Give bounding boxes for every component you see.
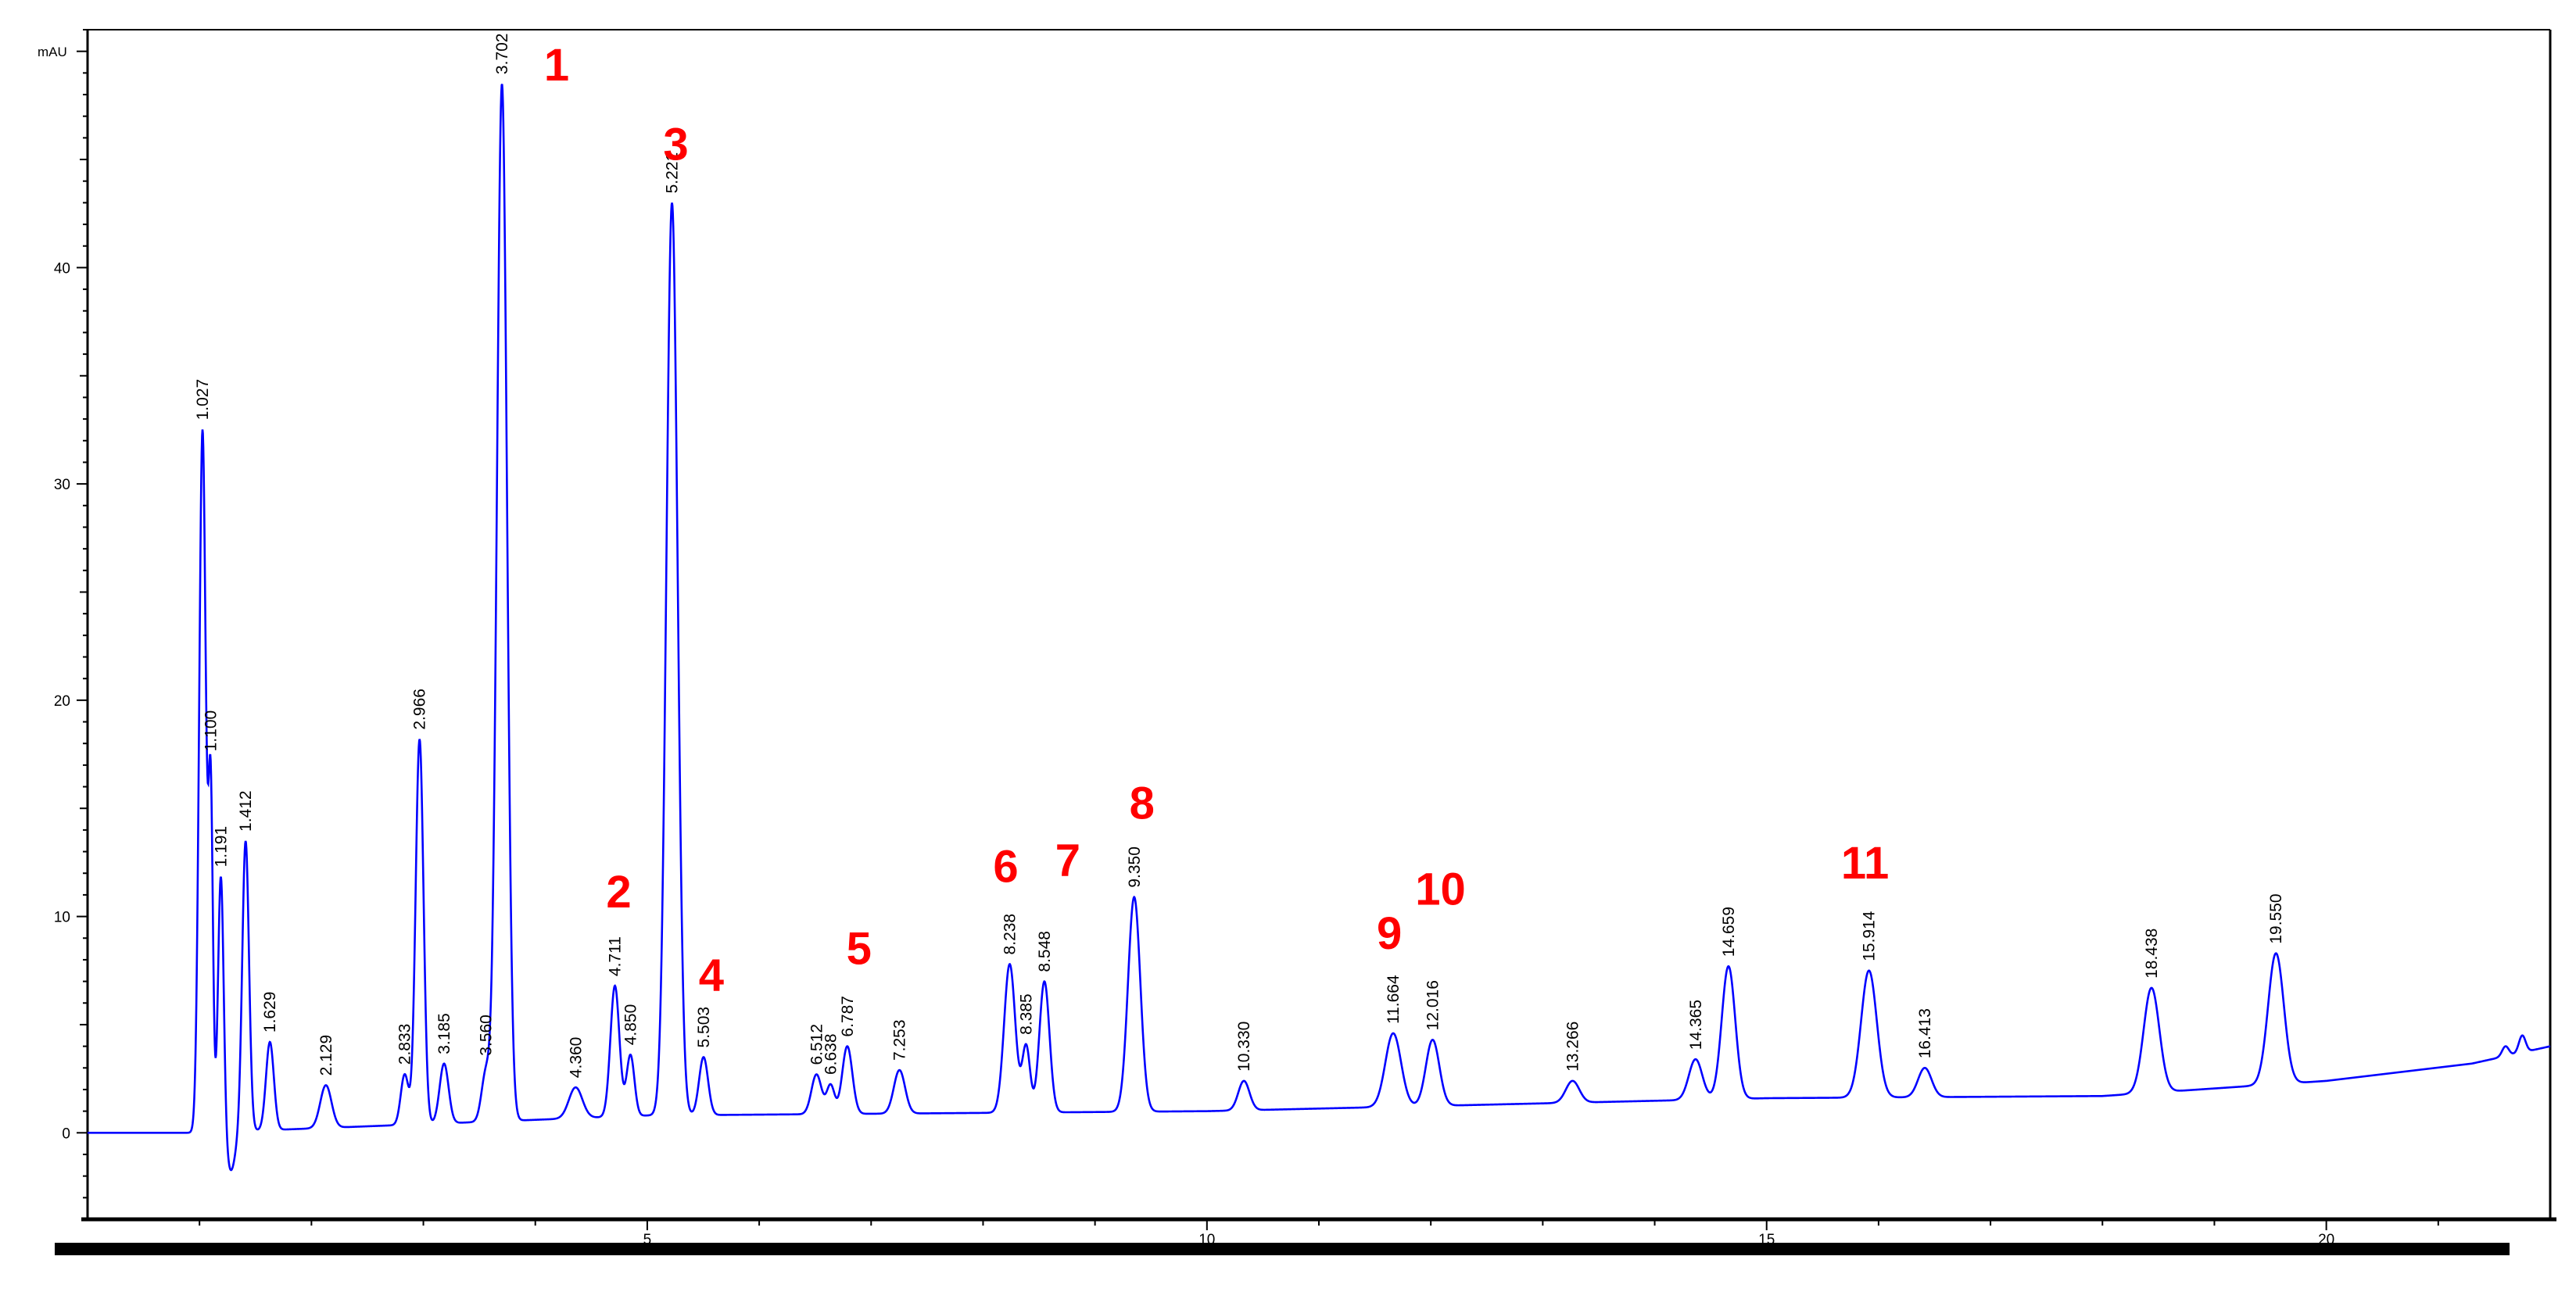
peak-number-annotation: 4: [699, 950, 724, 1000]
chromatogram-trace: [88, 84, 2551, 1172]
peak-label: 12.016: [1424, 980, 1442, 1030]
peak-label: 4.711: [607, 936, 625, 976]
peak-label: 6.787: [839, 996, 857, 1037]
peak-label: 1.027: [194, 379, 212, 421]
peak-label: 6.638: [822, 1033, 840, 1075]
peak-label: 15.914: [1861, 911, 1879, 961]
peak-label: 9.350: [1126, 846, 1144, 888]
peak-label: 3.185: [435, 1013, 453, 1054]
peak-label: 1.629: [261, 992, 279, 1033]
peak-label: 19.550: [2267, 893, 2285, 943]
peak-label: 3.702: [493, 34, 511, 75]
bottom-bar: [55, 1243, 2510, 1255]
peak-label: 8.548: [1036, 931, 1054, 972]
peak-label: 2.129: [317, 1035, 335, 1076]
x-tick-label: 15: [1758, 1232, 1775, 1248]
peak-label: 8.385: [1018, 993, 1036, 1035]
peak-label: 11.664: [1385, 975, 1403, 1024]
peak-label: 14.659: [1720, 907, 1738, 957]
peak-number-annotation: 6: [993, 841, 1018, 892]
peak-label: 14.365: [1687, 1000, 1705, 1050]
peak-label: 10.330: [1235, 1022, 1253, 1072]
y-tick-label: 30: [54, 477, 70, 493]
peak-label: 8.238: [1001, 914, 1019, 955]
peak-label: 2.833: [396, 1024, 414, 1065]
peak-label: 13.266: [1564, 1022, 1582, 1072]
peak-number-annotation: 1: [544, 40, 569, 91]
y-tick-label: 0: [62, 1126, 70, 1142]
peak-label: 16.413: [1916, 1008, 1934, 1058]
peak-label: 1.191: [213, 826, 231, 868]
peak-number-annotation: 3: [663, 119, 688, 170]
peak-label: 7.253: [890, 1019, 908, 1061]
y-tick-label: 10: [54, 910, 70, 926]
peak-label: 6.512: [808, 1024, 826, 1065]
peak-number-annotation: 5: [847, 924, 872, 975]
peak-number-annotation: 11: [1841, 838, 1889, 889]
x-tick-label: 10: [1198, 1232, 1215, 1248]
peak-number-annotation: 2: [606, 867, 631, 918]
y-axis-unit-label: mAU: [38, 45, 67, 59]
peak-number-annotation: 8: [1130, 778, 1155, 829]
peak-number-annotation: 9: [1377, 908, 1402, 959]
peak-label: 5.503: [695, 1007, 713, 1048]
peak-label: 2.966: [411, 689, 429, 730]
peak-label: 3.560: [478, 1015, 496, 1056]
peak-label: 4.360: [567, 1037, 585, 1079]
y-tick-label: 20: [54, 693, 70, 710]
x-tick-label: 20: [2318, 1232, 2334, 1248]
peak-number-annotation: 7: [1055, 836, 1080, 886]
y-tick-label: 40: [54, 260, 70, 277]
peak-label: 18.438: [2143, 929, 2161, 979]
peak-number-annotation: 10: [1415, 864, 1466, 914]
peak-label: 4.850: [622, 1004, 640, 1046]
peak-label: 1.100: [202, 710, 220, 752]
x-tick-label: 5: [643, 1232, 652, 1248]
peak-label: 5.221: [664, 152, 682, 194]
peak-label: 1.412: [237, 790, 255, 832]
